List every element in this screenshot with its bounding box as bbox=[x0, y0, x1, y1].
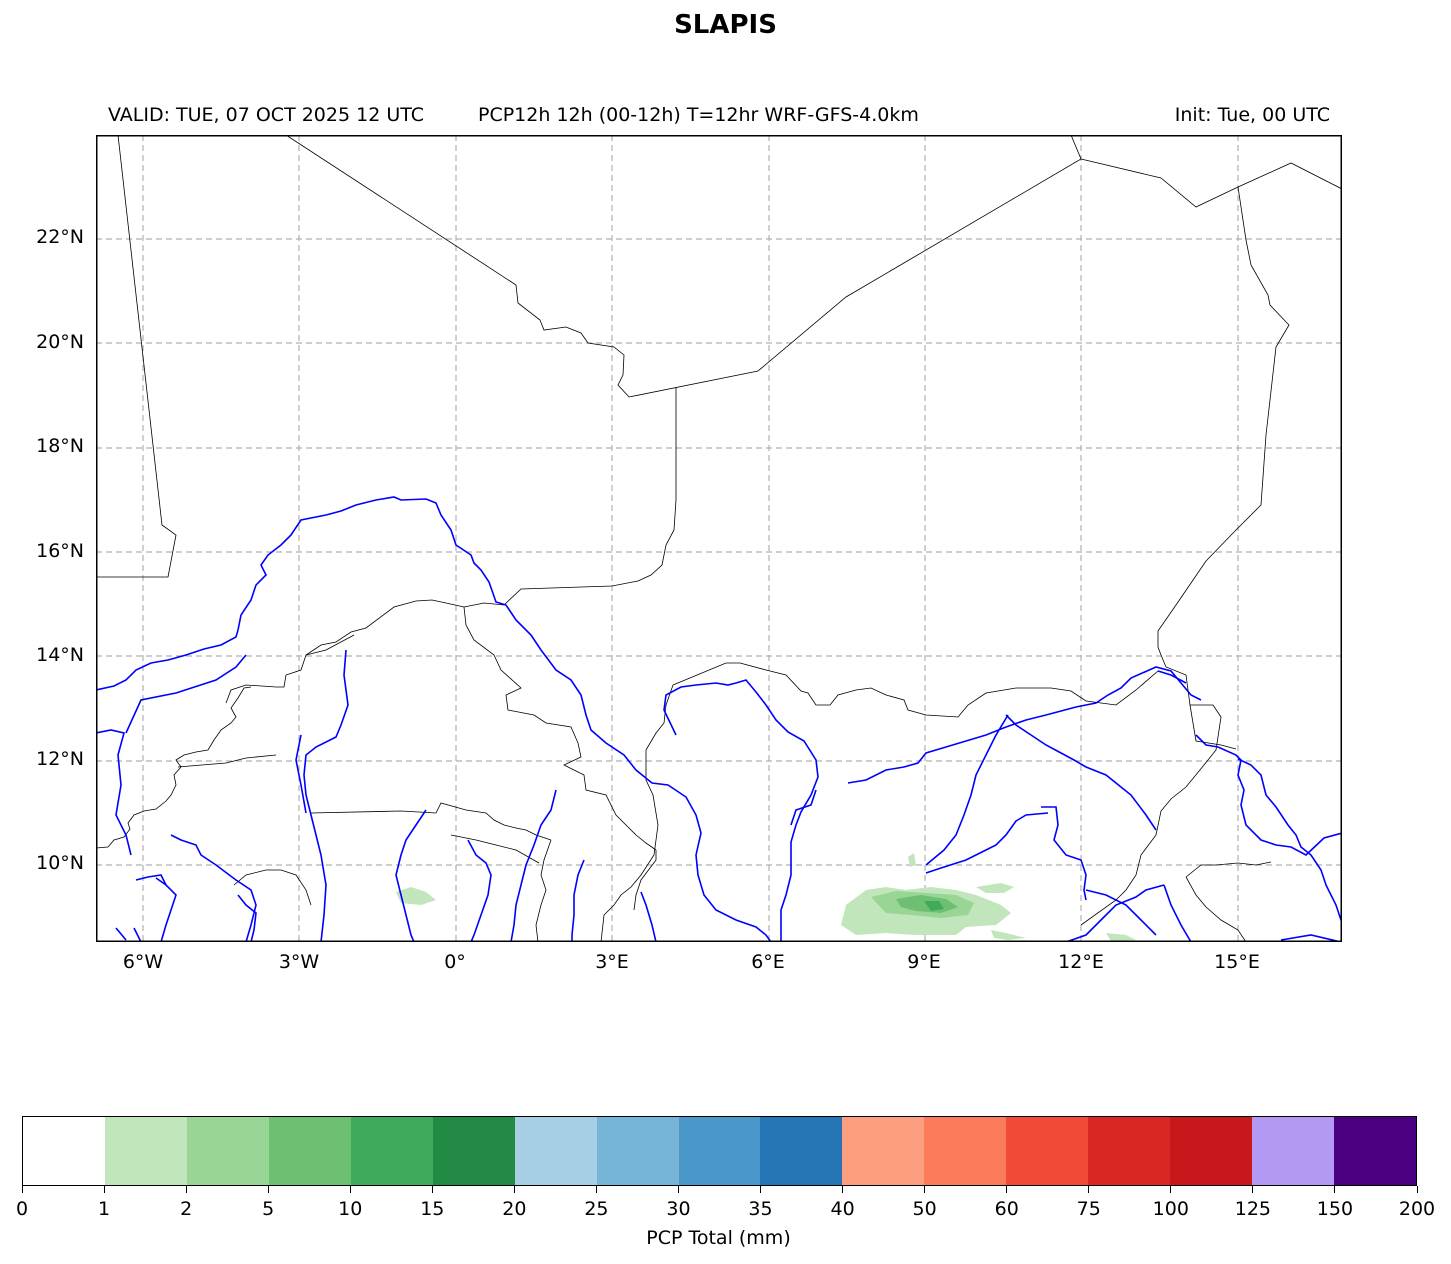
colorbar-tick bbox=[677, 1186, 679, 1193]
colorbar-tick bbox=[595, 1186, 597, 1193]
precipitation-field bbox=[396, 853, 1136, 941]
colorbar-tick-label: 2 bbox=[180, 1198, 193, 1220]
lon-label-15e: 15°E bbox=[1214, 951, 1260, 973]
colorbar-segment bbox=[432, 1117, 515, 1185]
colorbar-tick-label: 50 bbox=[912, 1198, 937, 1220]
colorbar-segment bbox=[350, 1117, 433, 1185]
colorbar-tick bbox=[1334, 1186, 1336, 1193]
colorbar-tick bbox=[513, 1186, 515, 1193]
valid-time-label: VALID: TUE, 07 OCT 2025 12 UTC bbox=[108, 104, 424, 126]
country-borders bbox=[96, 135, 1342, 942]
map-frame bbox=[96, 135, 1342, 942]
colorbar-tick bbox=[103, 1186, 105, 1193]
precip-area-light bbox=[1106, 933, 1136, 941]
colorbar-segment bbox=[760, 1117, 843, 1185]
colorbar-tick-label: 5 bbox=[262, 1198, 275, 1220]
colorbar-segment bbox=[924, 1117, 1007, 1185]
colorbar-tick-label: 25 bbox=[584, 1198, 609, 1220]
lon-label-9e: 9°E bbox=[907, 951, 941, 973]
colorbar bbox=[22, 1116, 1417, 1186]
colorbar-tick bbox=[842, 1186, 844, 1193]
lon-label-12e: 12°E bbox=[1058, 951, 1104, 973]
colorbar-segment bbox=[596, 1117, 679, 1185]
precip-area-light bbox=[991, 930, 1026, 940]
colorbar-tick bbox=[1416, 1186, 1418, 1193]
colorbar-tick-label: 15 bbox=[420, 1198, 445, 1220]
colorbar-segment bbox=[186, 1117, 269, 1185]
colorbar-tick-label: 40 bbox=[830, 1198, 855, 1220]
colorbar-segment bbox=[23, 1117, 105, 1185]
lat-label-16n: 16°N bbox=[36, 540, 84, 562]
lat-label-20n: 20°N bbox=[36, 331, 84, 353]
colorbar-tick-label: 100 bbox=[1152, 1198, 1189, 1220]
lat-label-12n: 12°N bbox=[36, 748, 84, 770]
colorbar-tick bbox=[349, 1186, 351, 1193]
colorbar-segment bbox=[1252, 1117, 1334, 1185]
lat-label-14n: 14°N bbox=[36, 644, 84, 666]
colorbar-title: PCP Total (mm) bbox=[646, 1227, 791, 1249]
colorbar-segment bbox=[678, 1117, 761, 1185]
colorbar-tick bbox=[1170, 1186, 1172, 1193]
precip-area-core bbox=[924, 901, 944, 911]
colorbar-tick bbox=[1006, 1186, 1008, 1193]
colorbar-tick bbox=[21, 1186, 23, 1193]
colorbar-segment bbox=[1170, 1117, 1253, 1185]
precip-area-light bbox=[396, 887, 436, 905]
colorbar-tick-label: 200 bbox=[1398, 1198, 1436, 1220]
colorbar-tick-label: 20 bbox=[502, 1198, 527, 1220]
colorbar-tick bbox=[1252, 1186, 1254, 1193]
map-title: SLAPIS bbox=[674, 10, 777, 40]
colorbar-tick-label: 10 bbox=[338, 1198, 363, 1220]
colorbar-tick-label: 1 bbox=[98, 1198, 111, 1220]
colorbar-segment bbox=[842, 1117, 925, 1185]
colorbar-tick-label: 150 bbox=[1316, 1198, 1354, 1220]
colorbar-segment bbox=[514, 1117, 597, 1185]
colorbar-tick bbox=[185, 1186, 187, 1193]
colorbar-tick-label: 125 bbox=[1234, 1198, 1271, 1220]
colorbar-tick-label: 30 bbox=[666, 1198, 691, 1220]
lat-label-18n: 18°N bbox=[36, 435, 84, 457]
lat-label-22n: 22°N bbox=[36, 226, 84, 248]
colorbar-tick bbox=[1088, 1186, 1090, 1193]
lon-label-0: 0° bbox=[444, 951, 466, 973]
colorbar-tick bbox=[431, 1186, 433, 1193]
init-time-label: Init: Tue, 00 UTC bbox=[1174, 104, 1330, 126]
product-label: PCP12h 12h (00-12h) T=12hr WRF-GFS-4.0km bbox=[478, 104, 919, 126]
lon-label-6w: 6°W bbox=[122, 951, 164, 973]
colorbar-tick-label: 35 bbox=[748, 1198, 773, 1220]
colorbar-tick bbox=[267, 1186, 269, 1193]
map-panel bbox=[96, 135, 1342, 942]
lon-label-6e: 6°E bbox=[751, 951, 785, 973]
colorbar-tick bbox=[760, 1186, 762, 1193]
lon-label-3e: 3°E bbox=[595, 951, 629, 973]
colorbar-segment bbox=[1006, 1117, 1089, 1185]
rivers bbox=[96, 496, 1342, 942]
colorbar-segment bbox=[1334, 1117, 1416, 1185]
lat-label-10n: 10°N bbox=[36, 852, 84, 874]
precip-area-light bbox=[976, 883, 1014, 893]
colorbar-tick-label: 60 bbox=[994, 1198, 1019, 1220]
colorbar-tick-label: 75 bbox=[1076, 1198, 1101, 1220]
gridlines bbox=[96, 135, 1342, 942]
colorbar-segment bbox=[1088, 1117, 1171, 1185]
colorbar-tick-label: 0 bbox=[15, 1198, 29, 1220]
precip-area-light bbox=[908, 853, 916, 867]
colorbar-tick bbox=[924, 1186, 926, 1193]
colorbar-segment bbox=[268, 1117, 351, 1185]
colorbar-segment bbox=[104, 1117, 187, 1185]
lon-label-3w: 3°W bbox=[278, 951, 320, 973]
